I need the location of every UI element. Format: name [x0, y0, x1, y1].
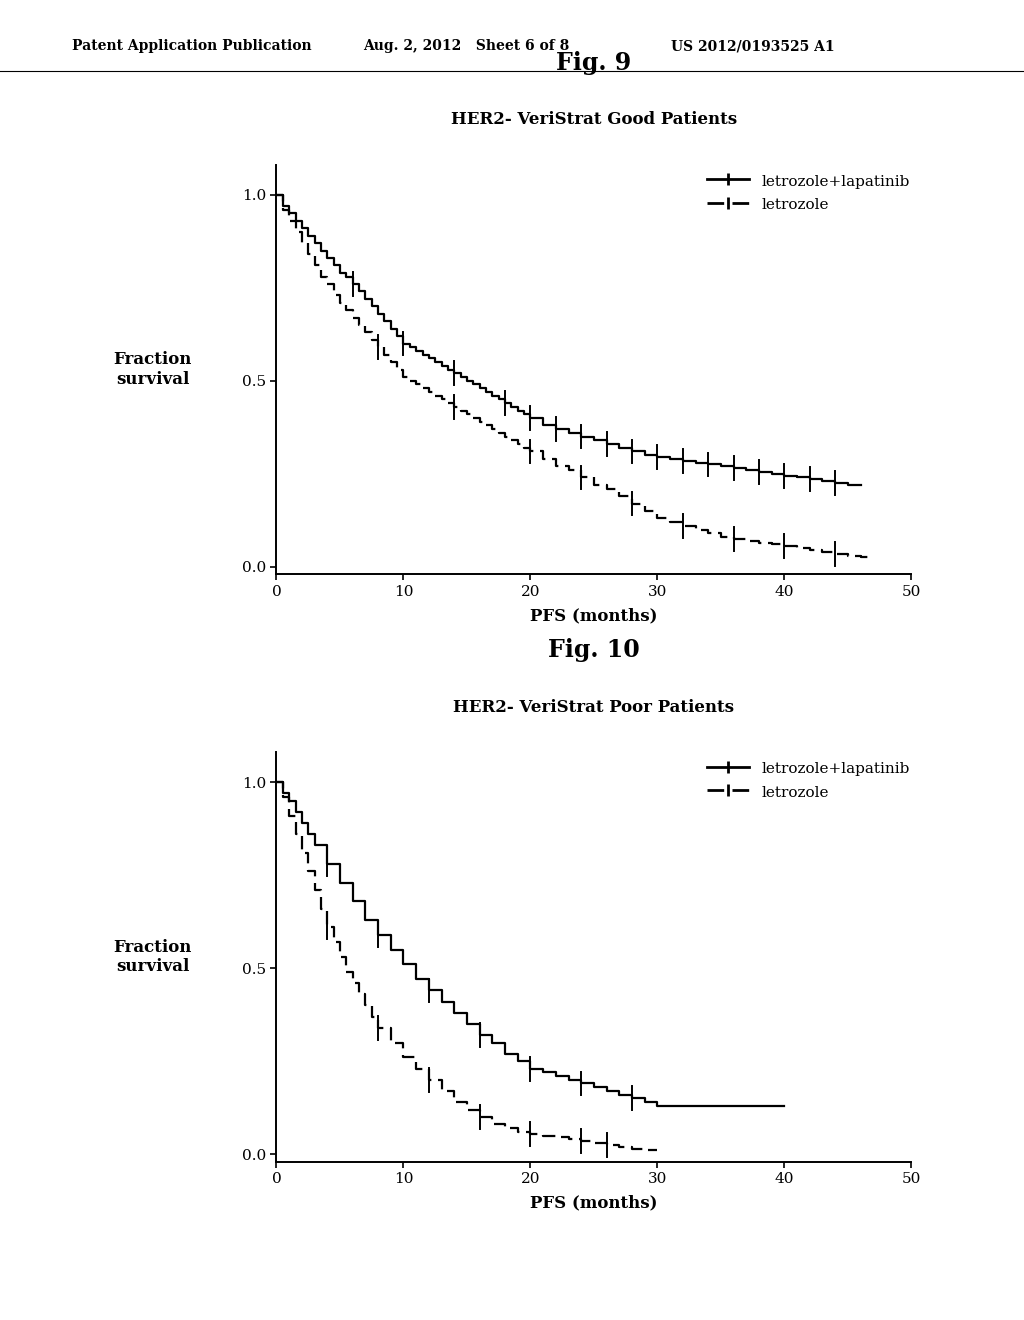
- Text: HER2- VeriStrat Good Patients: HER2- VeriStrat Good Patients: [451, 111, 737, 128]
- Legend: letrozole+lapatinib, letrozole: letrozole+lapatinib, letrozole: [707, 760, 910, 800]
- Text: Fraction
survival: Fraction survival: [114, 939, 191, 975]
- Text: Patent Application Publication: Patent Application Publication: [72, 40, 311, 53]
- Legend: letrozole+lapatinib, letrozole: letrozole+lapatinib, letrozole: [707, 173, 910, 213]
- Text: Fig. 9: Fig. 9: [556, 51, 632, 75]
- X-axis label: PFS (months): PFS (months): [530, 607, 657, 624]
- X-axis label: PFS (months): PFS (months): [530, 1195, 657, 1212]
- Text: Fig. 10: Fig. 10: [548, 639, 640, 663]
- Text: Fraction
survival: Fraction survival: [114, 351, 191, 388]
- Text: HER2- VeriStrat Poor Patients: HER2- VeriStrat Poor Patients: [454, 698, 734, 715]
- Text: US 2012/0193525 A1: US 2012/0193525 A1: [671, 40, 835, 53]
- Text: Aug. 2, 2012   Sheet 6 of 8: Aug. 2, 2012 Sheet 6 of 8: [364, 40, 569, 53]
